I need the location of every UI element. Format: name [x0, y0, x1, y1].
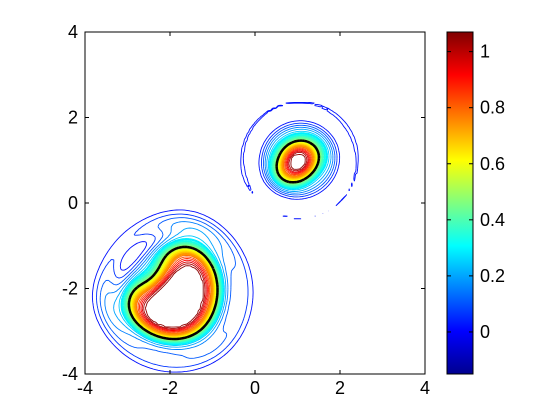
contour-level-line	[140, 149, 310, 331]
contour-level-line	[139, 148, 311, 332]
contour-level-line	[143, 151, 308, 329]
y-axis-ticks: -4 -2 0 2 4	[62, 22, 425, 384]
colorbar-tick-label: 0	[480, 322, 490, 342]
contour-level-line	[104, 126, 334, 350]
contour-level-line	[99, 124, 336, 359]
colorbar-tick-label: 0.2	[480, 266, 505, 286]
contour-level-line	[136, 146, 313, 334]
dashed-contour	[127, 139, 321, 341]
contour-lines	[91, 101, 359, 373]
colorbar-ticks: 0 0.2 0.4 0.6 0.8 1	[447, 42, 505, 342]
x-tick-label: -4	[77, 378, 93, 398]
x-tick-label: -2	[162, 378, 178, 398]
y-tick-label: 2	[68, 108, 78, 128]
colorbar-tick-label: 0.4	[480, 210, 505, 230]
contour-level-line	[141, 150, 309, 331]
y-tick-label: 0	[68, 193, 78, 213]
contour-level-line	[118, 130, 330, 346]
contour-level-line	[137, 147, 312, 333]
contour-level-line	[134, 145, 315, 336]
x-tick-label: 4	[420, 378, 430, 398]
x-tick-label: 2	[335, 378, 345, 398]
contour-level-line	[91, 101, 359, 373]
colorbar-tick-label: 0.6	[480, 154, 505, 174]
colorbar-tick-label: 0.8	[480, 98, 505, 118]
x-axis-ticks: -4 -2 0 2 4	[77, 32, 430, 398]
x-tick-label: 0	[250, 378, 260, 398]
contour-level-line	[113, 128, 332, 348]
contour-level-line	[120, 132, 328, 346]
contour-level-line	[122, 134, 326, 344]
y-tick-label: -4	[62, 364, 78, 384]
colorbar-tick-label: 1	[480, 42, 490, 62]
y-tick-label: -2	[62, 279, 78, 299]
colorbar	[446, 31, 474, 375]
y-tick-label: 4	[68, 22, 78, 42]
contour-level-line	[96, 122, 338, 368]
contour-level-line	[144, 153, 306, 328]
